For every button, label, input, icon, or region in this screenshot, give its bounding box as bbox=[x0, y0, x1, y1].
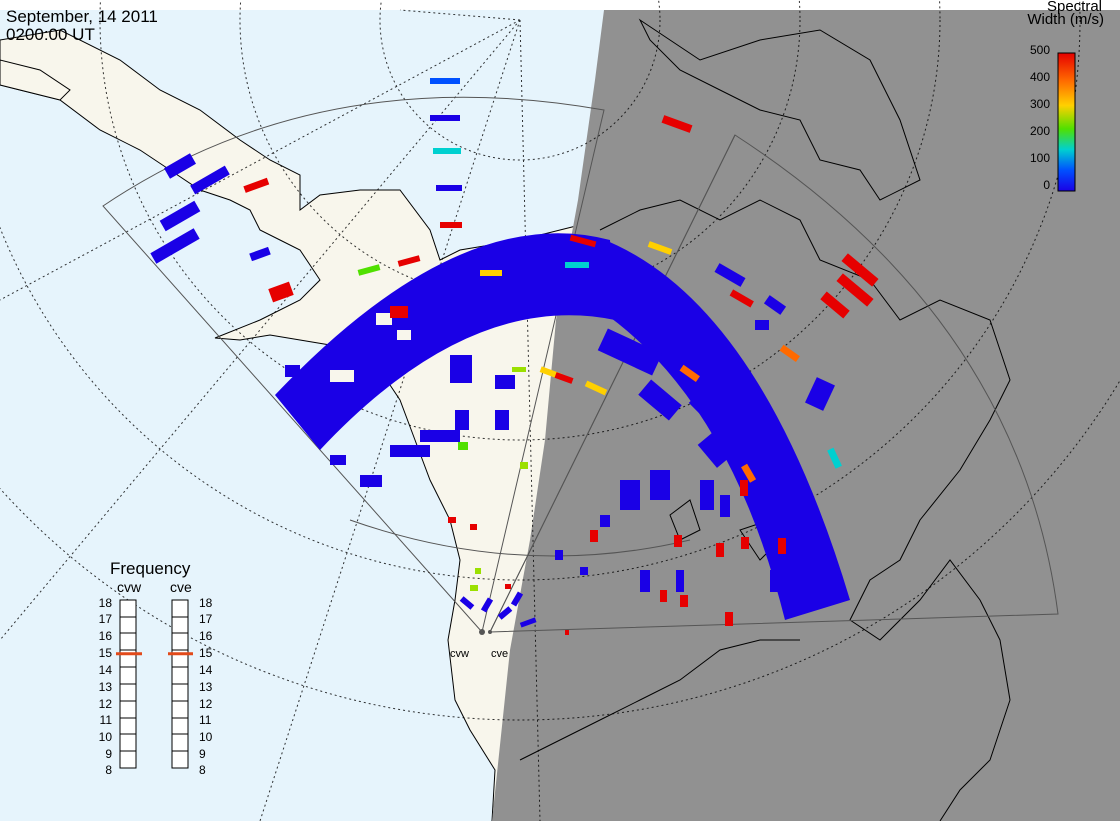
colorbar bbox=[1057, 52, 1076, 192]
freq-scale-right: 17 bbox=[199, 612, 213, 626]
freq-scale-left: 8 bbox=[105, 763, 112, 777]
freq-scale-right: 8 bbox=[199, 763, 206, 777]
colorbar-tick: 0 bbox=[1043, 178, 1050, 192]
colorbar-tick: 400 bbox=[1029, 70, 1050, 84]
freq-scale-left: 17 bbox=[98, 612, 112, 626]
freq-scale-right: 13 bbox=[199, 680, 213, 694]
frequency-title: Frequency bbox=[110, 559, 191, 578]
radar-site-label-cve: cve bbox=[491, 648, 509, 660]
radar-site-label-cvw: cvw bbox=[450, 648, 469, 660]
freq-scale-right: 12 bbox=[199, 697, 213, 711]
freq-scale-left: 10 bbox=[98, 730, 112, 744]
scatter-cells bbox=[150, 78, 879, 635]
freq-scale-left: 9 bbox=[105, 747, 112, 761]
freq-scale-right: 18 bbox=[199, 596, 213, 610]
freq-scale-right: 11 bbox=[199, 713, 212, 727]
colorbar-tick: 300 bbox=[1029, 97, 1050, 111]
date-label: September, 14 2011 bbox=[6, 7, 158, 26]
freq-scale-right: 15 bbox=[199, 646, 213, 660]
colorbar-tick: 100 bbox=[1029, 151, 1050, 165]
time-label: 0200:00 UT bbox=[6, 25, 95, 44]
colorbar-tick: 200 bbox=[1029, 124, 1050, 138]
colorbar-title-line2: Width (m/s) bbox=[1027, 11, 1104, 28]
frequency-label-cve: cve bbox=[170, 579, 192, 595]
cvw-site-marker bbox=[479, 629, 485, 635]
freq-scale-left: 15 bbox=[98, 646, 112, 660]
freq-scale-left: 11 bbox=[99, 713, 112, 727]
frequency-label-cvw: cvw bbox=[117, 579, 142, 595]
night-region bbox=[492, 10, 1120, 821]
freq-scale-right: 16 bbox=[199, 629, 213, 643]
colorbar-tick: 500 bbox=[1029, 43, 1050, 57]
freq-scale-left: 18 bbox=[98, 596, 112, 610]
freq-scale-right: 10 bbox=[199, 730, 213, 744]
radar-fov-outlines bbox=[102, 96, 1059, 634]
freq-scale-left: 12 bbox=[98, 697, 112, 711]
freq-scale-left: 13 bbox=[98, 680, 112, 694]
freq-scale-left: 16 bbox=[98, 629, 112, 643]
frequency-panel bbox=[116, 599, 193, 769]
freq-scale-right: 14 bbox=[199, 663, 213, 677]
freq-scale-right: 9 bbox=[199, 747, 206, 761]
colorbar-title-line1: Spectral bbox=[1046, 0, 1102, 15]
cve-site-marker bbox=[488, 630, 492, 634]
freq-scale-left: 14 bbox=[98, 663, 112, 677]
